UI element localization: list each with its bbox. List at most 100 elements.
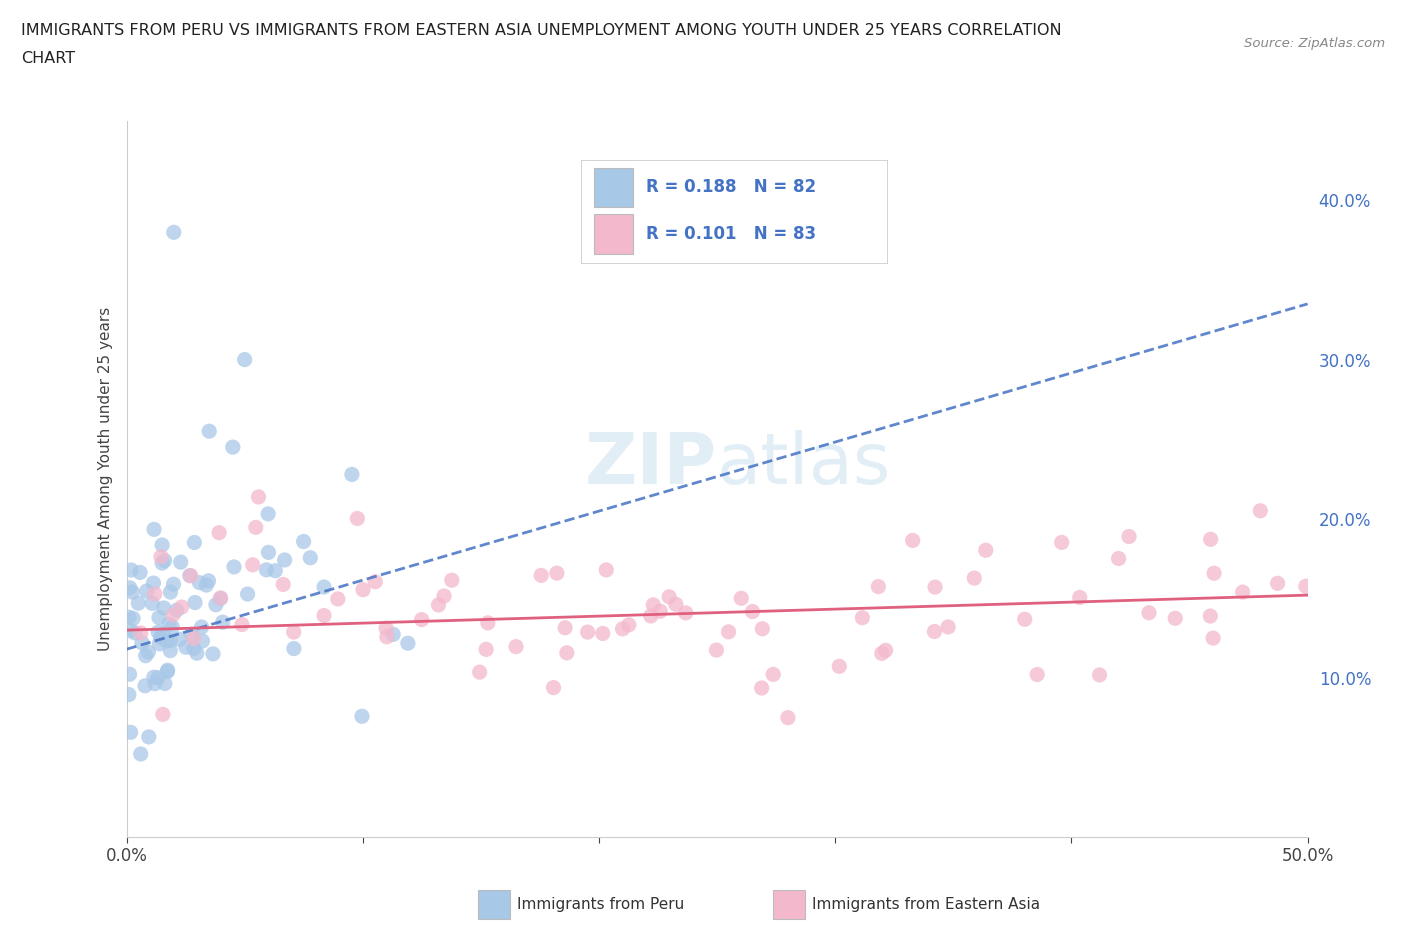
Point bbox=[155, 633, 177, 648]
Point bbox=[433, 589, 456, 604]
Point bbox=[254, 563, 277, 578]
Point bbox=[183, 641, 205, 656]
Point bbox=[612, 621, 634, 636]
Point bbox=[146, 671, 169, 685]
Point bbox=[157, 617, 180, 631]
Point bbox=[963, 571, 986, 586]
Point bbox=[152, 707, 174, 722]
Point bbox=[706, 643, 728, 658]
Point bbox=[1249, 503, 1271, 518]
Point bbox=[129, 626, 152, 641]
Point bbox=[1108, 551, 1130, 566]
Point bbox=[184, 595, 207, 610]
Point bbox=[170, 600, 193, 615]
Point bbox=[875, 643, 897, 658]
Point bbox=[375, 620, 398, 635]
Point bbox=[665, 597, 688, 612]
Point bbox=[148, 636, 170, 651]
Point bbox=[675, 605, 697, 620]
Point bbox=[222, 560, 245, 575]
Point bbox=[312, 608, 335, 623]
Point bbox=[118, 667, 141, 682]
Point bbox=[156, 664, 179, 679]
Point bbox=[776, 711, 799, 725]
Point bbox=[427, 597, 450, 612]
Point bbox=[160, 619, 183, 634]
Point bbox=[209, 591, 232, 605]
Point bbox=[150, 538, 173, 552]
Point bbox=[1202, 631, 1225, 645]
Point bbox=[870, 646, 893, 661]
Point bbox=[118, 687, 141, 702]
Point bbox=[936, 619, 959, 634]
Point bbox=[530, 568, 553, 583]
Point bbox=[183, 631, 205, 645]
Point bbox=[477, 616, 499, 631]
Point bbox=[127, 596, 149, 611]
Point bbox=[153, 553, 176, 568]
Point bbox=[974, 543, 997, 558]
Point bbox=[1232, 585, 1254, 600]
Point bbox=[555, 645, 578, 660]
Point bbox=[346, 511, 368, 525]
Point bbox=[120, 724, 142, 739]
Point bbox=[1199, 532, 1222, 547]
Point bbox=[505, 639, 527, 654]
Point bbox=[170, 554, 193, 569]
Point bbox=[141, 596, 163, 611]
Point bbox=[191, 633, 214, 648]
Point bbox=[138, 729, 160, 744]
Point bbox=[717, 624, 740, 639]
Point bbox=[554, 620, 576, 635]
Point bbox=[120, 563, 142, 578]
Point bbox=[924, 624, 946, 639]
Point bbox=[762, 667, 785, 682]
Point bbox=[1202, 565, 1225, 580]
Point bbox=[149, 631, 172, 645]
Point bbox=[595, 563, 617, 578]
Point bbox=[195, 578, 218, 592]
Point bbox=[350, 709, 373, 724]
Point bbox=[658, 590, 681, 604]
Point bbox=[375, 630, 398, 644]
Point bbox=[188, 575, 211, 590]
Point bbox=[650, 604, 672, 618]
Point bbox=[211, 615, 233, 630]
Point bbox=[1118, 529, 1140, 544]
Point bbox=[730, 591, 752, 605]
Point bbox=[1050, 535, 1073, 550]
Point bbox=[122, 611, 145, 626]
Point bbox=[135, 648, 157, 663]
Point bbox=[364, 575, 387, 590]
Text: atlas: atlas bbox=[717, 431, 891, 499]
Point bbox=[245, 520, 267, 535]
Point bbox=[382, 627, 405, 642]
Point bbox=[162, 607, 184, 622]
Point bbox=[149, 550, 172, 565]
Point bbox=[159, 633, 181, 648]
Point bbox=[163, 225, 186, 240]
Point bbox=[121, 585, 143, 600]
Point bbox=[231, 618, 253, 632]
Point bbox=[180, 568, 202, 583]
Point bbox=[1026, 667, 1049, 682]
Point bbox=[124, 626, 146, 641]
Point bbox=[209, 591, 232, 605]
Point bbox=[576, 625, 599, 640]
Point bbox=[190, 619, 212, 634]
Point bbox=[208, 525, 231, 540]
Point bbox=[1069, 590, 1091, 604]
Text: Immigrants from Peru: Immigrants from Peru bbox=[517, 897, 683, 912]
Text: ZIP: ZIP bbox=[585, 431, 717, 499]
Point bbox=[264, 564, 287, 578]
Point bbox=[142, 576, 165, 591]
Point bbox=[233, 352, 256, 367]
Point bbox=[179, 568, 201, 583]
Point bbox=[183, 535, 205, 550]
Point bbox=[901, 533, 924, 548]
Point bbox=[273, 552, 295, 567]
Point bbox=[148, 625, 170, 640]
Point bbox=[143, 587, 166, 602]
Point bbox=[643, 597, 665, 612]
Point bbox=[197, 574, 219, 589]
